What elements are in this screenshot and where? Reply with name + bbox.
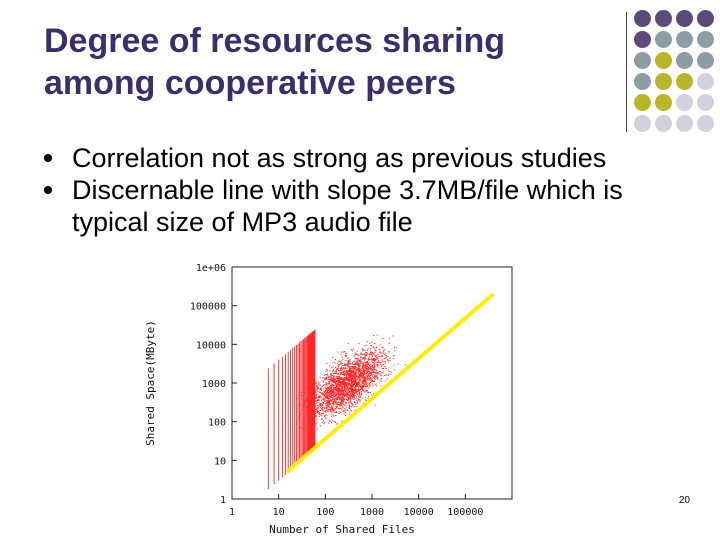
decorative-dot [655, 73, 672, 90]
decorative-dot [676, 10, 693, 27]
x-tick-label: 100 [316, 507, 334, 518]
decorative-divider [626, 12, 627, 132]
decorative-dot [676, 73, 693, 90]
y-tick-label: 1e+06 [196, 263, 226, 274]
decorative-dot [697, 115, 714, 132]
decorative-dot [655, 115, 672, 132]
decorative-dot [655, 52, 672, 69]
y-tick-label: 100 [208, 418, 226, 429]
decorative-dot [634, 94, 651, 111]
y-tick-label: 10 [214, 456, 226, 467]
decorative-dot [697, 10, 714, 27]
decorative-dot [655, 10, 672, 27]
y-tick-label: 10000 [196, 340, 226, 351]
slide-title: Degree of resources sharing among cooper… [44, 20, 604, 104]
y-axis-ticks: 1 10 100 1000 10000 100000 1e+06 [190, 263, 237, 506]
x-axis-ticks: 1 10 100 1000 10000 100000 [229, 494, 483, 518]
decorative-dot [634, 73, 651, 90]
decorative-dot [697, 31, 714, 48]
x-tick-label: 1000 [360, 507, 384, 518]
slide-title-line-1: Degree of resources sharing [44, 22, 506, 60]
decorative-dot [697, 52, 714, 69]
page-number: 20 [678, 495, 690, 506]
decorative-dot [634, 52, 651, 69]
y-axis-label: Shared Space(MByte) [144, 320, 157, 446]
y-tick-label: 1000 [202, 379, 226, 390]
decorative-dot [676, 115, 693, 132]
decorative-dot [697, 73, 714, 90]
slide-title-line-2: among cooperative peers [44, 64, 456, 102]
scatter-point-cloud [267, 329, 406, 490]
slope-line [285, 292, 495, 474]
decorative-dot [655, 31, 672, 48]
decorative-dot [634, 31, 651, 48]
scatter-plot: 1 10 100 1000 10000 100000 1 10 100 1000 10000 100… [144, 263, 513, 536]
decorative-dot [676, 94, 693, 111]
x-tick-label: 100000 [447, 507, 483, 518]
decorative-dot [655, 94, 672, 111]
bullet-item: Discernable line with slope 3.7MB/file w… [44, 174, 684, 238]
x-tick-label: 10000 [404, 507, 434, 518]
decorative-dot [634, 10, 651, 27]
decorative-dot [676, 52, 693, 69]
x-tick-label: 10 [273, 507, 285, 518]
decorative-dot [697, 94, 714, 111]
y-tick-label: 100000 [190, 302, 226, 313]
scatter-points [267, 329, 406, 490]
bullet-list: Correlation not as strong as previous st… [44, 142, 684, 238]
y-tick-label: 1 [220, 495, 226, 506]
bullet-text: Correlation not as strong as previous st… [72, 143, 607, 173]
decorative-dot [676, 31, 693, 48]
bullet-item: Correlation not as strong as previous st… [44, 142, 684, 174]
bullet-text: Discernable line with slope 3.7MB/file w… [72, 175, 623, 237]
bullet-dot-icon [44, 154, 52, 162]
x-tick-label: 1 [229, 507, 235, 518]
decorative-dot [634, 115, 651, 132]
bullet-dot-icon [44, 186, 52, 194]
x-axis-label: Number of Shared Files [269, 523, 415, 536]
